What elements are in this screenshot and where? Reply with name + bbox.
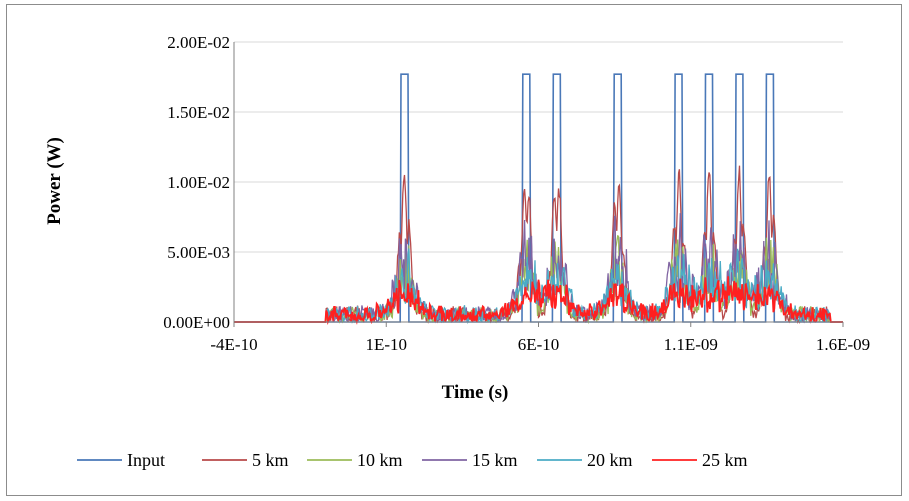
gridlines [234, 41, 843, 253]
x-tick-label: 1.1E-09 [664, 335, 718, 354]
y-tick-label: 2.00E-02 [167, 33, 230, 52]
legend: Input 5 km 10 km 15 km 20 km 25 km [77, 450, 748, 470]
legend-label: 5 km [252, 450, 289, 470]
x-tick-label: -4E-10 [210, 335, 257, 354]
legend-label: 10 km [357, 450, 403, 470]
series-lines [234, 73, 843, 326]
axes: 0.00E+00 5.00E-03 1.00E-02 1.50E-02 2.00E-02… [163, 33, 870, 354]
y-tick-label: 1.50E-02 [167, 103, 230, 122]
x-tick-label: 6E-10 [518, 335, 560, 354]
x-axis-title: Time (s) [442, 382, 509, 403]
legend-label: 20 km [587, 450, 633, 470]
legend-label: Input [127, 450, 165, 470]
series-line-25-km [234, 276, 843, 326]
y-tick-label: 1.00E-02 [167, 173, 230, 192]
x-tick-label: 1E-10 [365, 335, 407, 354]
legend-label: 15 km [472, 450, 518, 470]
chart-frame: 0.00E+00 5.00E-03 1.00E-02 1.50E-02 2.00E-02… [6, 4, 902, 496]
y-tick-label: 0.00E+00 [163, 313, 230, 332]
x-tick-label: 1.6E-09 [816, 335, 870, 354]
chart-svg: 0.00E+00 5.00E-03 1.00E-02 1.50E-02 2.00E-02… [44, 33, 870, 470]
y-axis-title: Power (W) [44, 137, 65, 225]
legend-label: 25 km [702, 450, 748, 470]
series-line-10-km [234, 235, 843, 325]
y-tick-label: 5.00E-03 [167, 243, 230, 262]
